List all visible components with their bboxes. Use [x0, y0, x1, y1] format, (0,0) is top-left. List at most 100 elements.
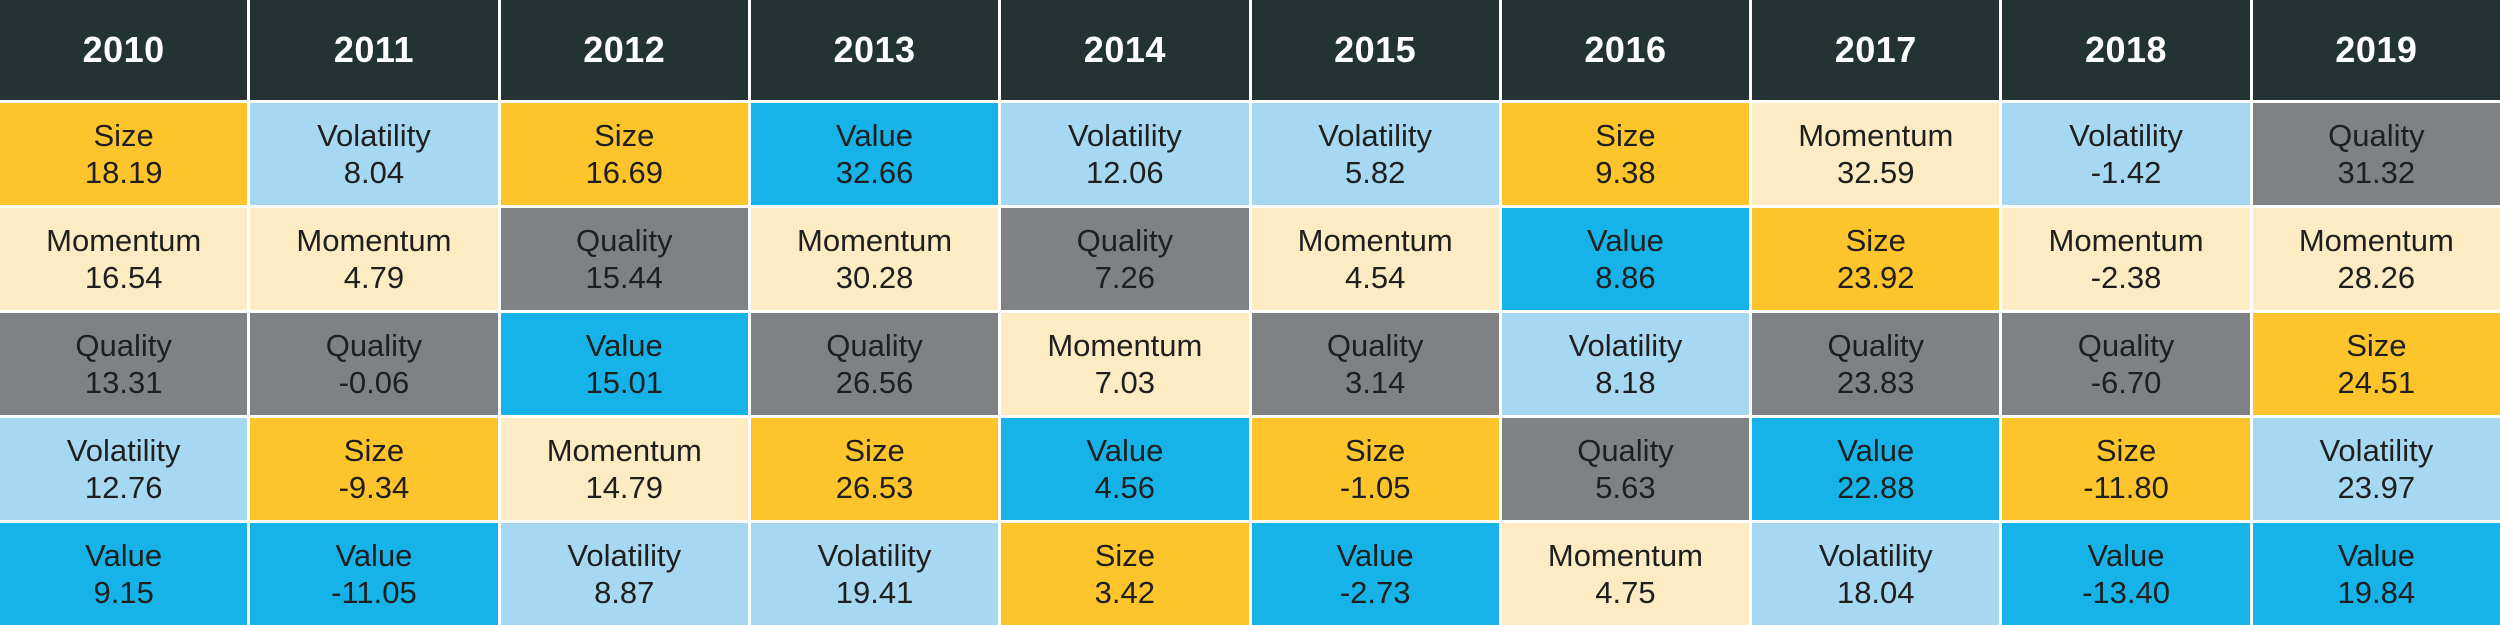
factor-name: Volatility	[2319, 433, 2434, 468]
factor-cell-2018-rank-4: Size -11.80	[2002, 418, 2250, 520]
factor-return-value: 4.54	[1344, 260, 1406, 295]
factor-return-value: 28.26	[2337, 260, 2416, 295]
factor-cell-2010-rank-2: Momentum 16.54	[0, 208, 248, 310]
year-header-2010: 2010	[0, 0, 248, 100]
factor-name: Value	[1086, 433, 1164, 468]
factor-name: Quality	[325, 328, 423, 363]
factor-name: Volatility	[66, 433, 181, 468]
year-header-2012: 2012	[500, 0, 748, 100]
factor-cell-2014-rank-1: Volatility 12.06	[1001, 103, 1249, 205]
factor-return-value: 9.38	[1595, 155, 1656, 190]
factor-cell-2018-rank-5: Value -13.40	[2002, 523, 2250, 625]
factor-name: Volatility	[1818, 538, 1933, 573]
factor-return-value: 15.01	[585, 365, 664, 400]
factor-cell-2013-rank-5: Volatility 19.41	[750, 523, 999, 625]
factor-return-value: 16.69	[585, 155, 664, 190]
year-header-2015: 2015	[1251, 0, 1499, 100]
factor-name: Momentum	[1547, 538, 1703, 573]
factor-return-value: 24.51	[2337, 365, 2416, 400]
factor-cell-2012-rank-5: Volatility 8.87	[500, 523, 748, 625]
factor-cell-2011-rank-3: Quality -0.06	[250, 313, 498, 415]
factor-cell-2014-rank-3: Momentum 7.03	[1001, 313, 1249, 415]
factor-name: Quality	[75, 328, 172, 363]
factor-return-value: 8.04	[343, 155, 405, 190]
factor-name: Momentum	[1798, 118, 1954, 153]
factor-name: Size	[844, 433, 905, 468]
factor-return-value: 4.75	[1595, 575, 1656, 610]
factor-name: Momentum	[46, 223, 202, 258]
factor-return-value: 18.04	[1836, 575, 1915, 610]
factor-cell-2014-rank-2: Quality 7.26	[1001, 208, 1249, 310]
factor-cell-2016-rank-2: Value 8.86	[1501, 208, 1750, 310]
factor-return-value: 12.06	[1086, 155, 1164, 190]
factor-cell-2016-rank-4: Quality 5.63	[1501, 418, 1750, 520]
factor-return-value: -2.38	[2090, 260, 2162, 295]
year-header-2018: 2018	[2002, 0, 2250, 100]
factor-cell-2011-rank-2: Momentum 4.79	[250, 208, 498, 310]
factor-return-value: 26.56	[835, 365, 914, 400]
factor-return-value: -1.05	[1339, 470, 1411, 505]
factor-return-value: 23.92	[1836, 260, 1915, 295]
year-header-2019: 2019	[2252, 0, 2500, 100]
factor-cell-2015-rank-3: Quality 3.14	[1251, 313, 1499, 415]
factor-cell-2016-rank-1: Size 9.38	[1501, 103, 1750, 205]
factor-cell-2013-rank-3: Quality 26.56	[750, 313, 999, 415]
factor-name: Volatility	[1318, 118, 1433, 153]
factor-cell-2019-rank-3: Size 24.51	[2252, 313, 2500, 415]
factor-return-value: -9.34	[338, 470, 410, 505]
factor-name: Momentum	[1297, 223, 1453, 258]
factor-name: Size	[343, 433, 405, 468]
factor-cell-2011-rank-4: Size -9.34	[250, 418, 498, 520]
year-header-2017: 2017	[1752, 0, 2000, 100]
factor-cell-2012-rank-2: Quality 15.44	[500, 208, 748, 310]
factor-name: Value	[836, 118, 914, 153]
factor-name: Momentum	[1047, 328, 1203, 363]
factor-return-value: 14.79	[585, 470, 664, 505]
factor-return-value: 13.31	[84, 365, 163, 400]
factor-name: Volatility	[817, 538, 932, 573]
factor-name: Quality	[1577, 433, 1674, 468]
factor-return-value: 7.26	[1094, 260, 1156, 295]
factor-cell-2010-rank-1: Size 18.19	[0, 103, 248, 205]
factor-cell-2012-rank-1: Size 16.69	[500, 103, 748, 205]
factor-return-value: -0.06	[338, 365, 410, 400]
factor-name: Size	[1344, 433, 1406, 468]
factor-return-value: 8.18	[1595, 365, 1656, 400]
factor-return-value: 16.54	[84, 260, 163, 295]
year-header-2014: 2014	[1001, 0, 1249, 100]
factor-cell-2017-rank-1: Momentum 32.59	[1752, 103, 2000, 205]
factor-name: Volatility	[1067, 118, 1182, 153]
factor-return-value: 18.19	[84, 155, 163, 190]
factor-name: Value	[2337, 538, 2415, 573]
factor-return-value: 9.15	[93, 575, 154, 610]
factor-cell-2014-rank-5: Size 3.42	[1001, 523, 1249, 625]
factor-cell-2010-rank-4: Volatility 12.76	[0, 418, 248, 520]
factor-cell-2019-rank-1: Quality 31.32	[2252, 103, 2500, 205]
factor-name: Momentum	[797, 223, 953, 258]
factor-return-value: 5.63	[1595, 470, 1656, 505]
factor-cell-2016-rank-5: Momentum 4.75	[1501, 523, 1750, 625]
factor-name: Value	[1586, 223, 1664, 258]
factor-name: Quality	[576, 223, 673, 258]
factor-cell-2013-rank-2: Momentum 30.28	[750, 208, 999, 310]
factor-return-value: 22.88	[1836, 470, 1915, 505]
factor-cell-2010-rank-5: Value 9.15	[0, 523, 248, 625]
factor-return-value: -1.42	[2090, 155, 2162, 190]
factor-cell-2017-rank-3: Quality 23.83	[1752, 313, 2000, 415]
factor-name: Momentum	[546, 433, 702, 468]
factor-cell-2014-rank-4: Value 4.56	[1001, 418, 1249, 520]
factor-cell-2019-rank-5: Value 19.84	[2252, 523, 2500, 625]
year-header-2016: 2016	[1501, 0, 1750, 100]
year-header-2011: 2011	[250, 0, 498, 100]
factor-cell-2016-rank-3: Volatility 8.18	[1501, 313, 1750, 415]
factor-cell-2011-rank-5: Value -11.05	[250, 523, 498, 625]
factor-name: Quality	[2328, 118, 2425, 153]
factor-cell-2012-rank-3: Value 15.01	[500, 313, 748, 415]
factor-return-value: 19.84	[2337, 575, 2416, 610]
factor-cell-2017-rank-5: Volatility 18.04	[1752, 523, 2000, 625]
factor-return-value: 23.97	[2337, 470, 2416, 505]
factor-return-value: 32.66	[835, 155, 914, 190]
factor-cell-2013-rank-4: Size 26.53	[750, 418, 999, 520]
factor-cell-2018-rank-1: Volatility -1.42	[2002, 103, 2250, 205]
factor-name: Value	[1837, 433, 1915, 468]
